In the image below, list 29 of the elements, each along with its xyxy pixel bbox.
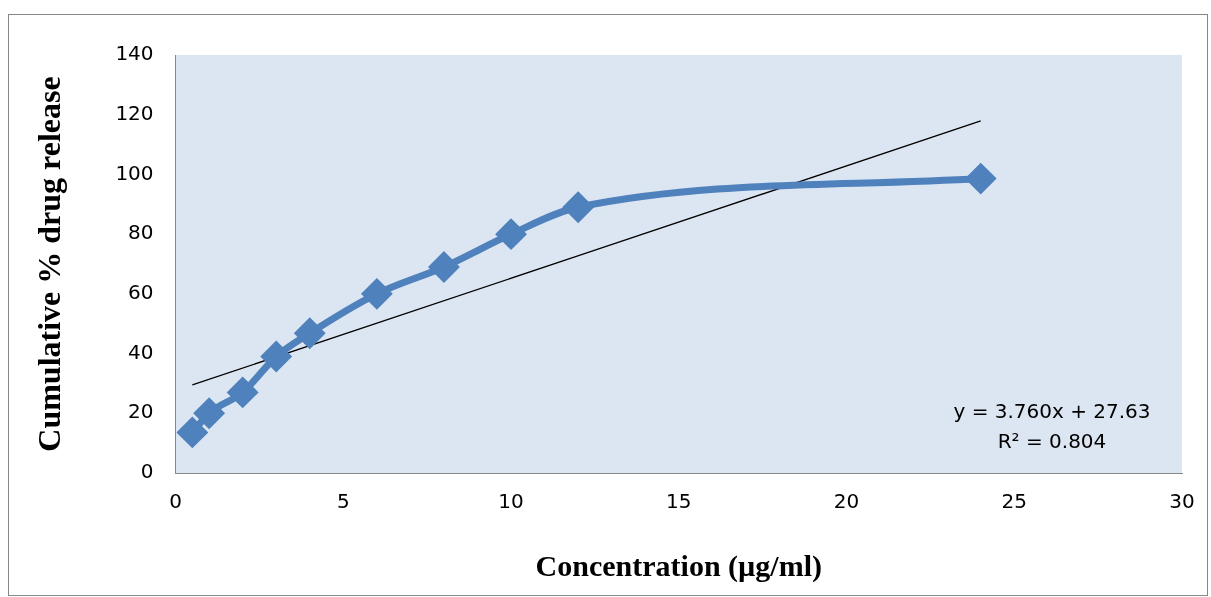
y-axis-title: Cumulative % drug release — [31, 76, 68, 452]
point — [496, 219, 526, 249]
y-tick-label: 120 — [115, 100, 154, 125]
x-tick-label: 10 — [498, 489, 524, 514]
point — [194, 398, 224, 428]
point — [228, 377, 258, 407]
y-tick-label: 80 — [128, 220, 154, 245]
point — [429, 252, 459, 282]
y-tick-label: 20 — [128, 399, 154, 424]
y-tick-label: 40 — [128, 339, 154, 364]
point — [563, 192, 593, 222]
x-tick-label: 5 — [336, 489, 350, 514]
point — [362, 279, 392, 309]
y-tick-label: 100 — [115, 160, 154, 185]
point — [966, 164, 996, 194]
annotation: y = 3.760x + 27.63 — [953, 399, 1151, 423]
x-tick-label: 15 — [666, 489, 692, 514]
point — [295, 318, 325, 348]
y-tick-label: 0 — [140, 459, 154, 484]
x-tick-label: 30 — [1169, 489, 1195, 514]
y-tick-label: 140 — [115, 41, 154, 66]
point — [261, 342, 291, 372]
point — [177, 417, 207, 447]
y-tick-label: 60 — [128, 280, 154, 305]
annotation: R² = 0.804 — [997, 429, 1107, 453]
x-tick-label: 20 — [833, 489, 860, 514]
x-axis-title: Concentration (µg/ml) — [535, 548, 822, 583]
x-tick-label: 0 — [169, 489, 182, 514]
x-tick-label: 25 — [1001, 489, 1027, 514]
